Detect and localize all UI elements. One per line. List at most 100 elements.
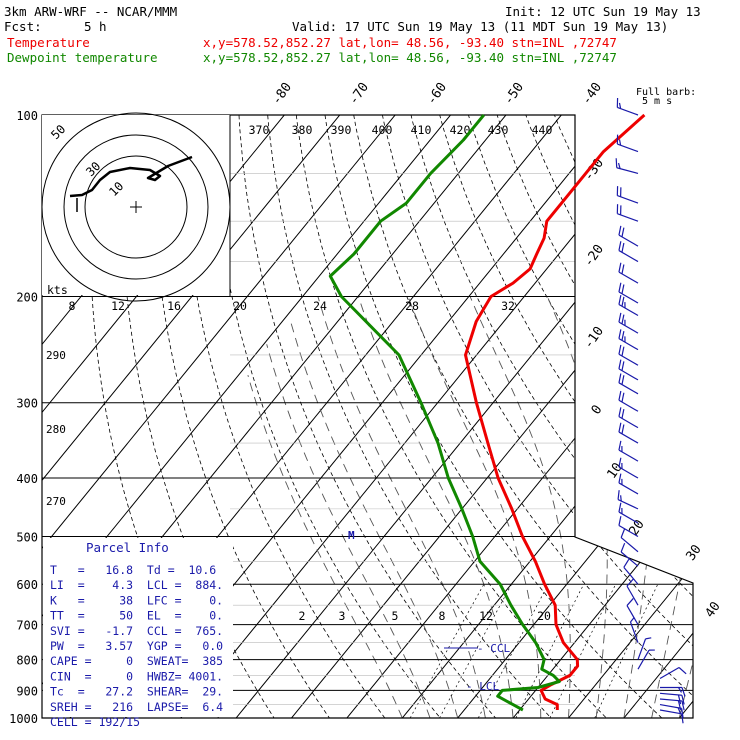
moist-adiabat-line — [651, 296, 693, 718]
pressure-axis: 100 200 300 400 500 600 700 800 900 1000 — [9, 109, 38, 726]
pressure-label: 100 — [16, 109, 38, 123]
wind-barb-staff — [617, 143, 639, 153]
isotherm-line — [502, 115, 693, 718]
isotherm-line — [446, 115, 693, 718]
profiles: M - CCL - LCL — [328, 113, 646, 712]
wind-barb-staff — [618, 449, 639, 462]
wind-barb-staff — [620, 551, 639, 567]
side-label-280: 280 — [46, 423, 66, 436]
wind-barb-staff — [618, 466, 639, 479]
wind-barb — [618, 359, 639, 381]
wind-barb — [616, 97, 639, 116]
isotherm-label: -50 — [501, 80, 527, 108]
wind-barb-feather — [618, 359, 622, 370]
dewpoint-line — [328, 114, 561, 712]
parcel-line: PW = 3.57 YGP = 0.0 — [50, 639, 223, 653]
forecast-hours: 5 h — [84, 19, 107, 34]
wind-barb — [618, 516, 639, 537]
init-time: Init: 12 UTC Sun 19 May 13 — [505, 4, 701, 19]
wind-barb — [618, 407, 639, 429]
wind-barb — [659, 703, 684, 718]
parcel-line: Tc = 27.2 SHEAR= 29. — [50, 685, 223, 699]
wind-barb — [618, 390, 639, 412]
wind-barb — [618, 457, 639, 479]
wind-barb — [626, 598, 639, 625]
wind-barb-feather — [645, 637, 652, 640]
wind-barb-label: Full barb: — [636, 87, 696, 98]
mixing-ratio-line — [409, 584, 485, 718]
isotherm-line — [280, 115, 693, 718]
valid-time: Valid: 17 UTC Sun 19 May 13 (11 MDT Sun … — [292, 19, 668, 34]
moist-adiabat-line — [546, 296, 608, 718]
dry-adiabat-line — [404, 115, 693, 718]
hodograph-speed-label: 8 — [69, 299, 76, 313]
wind-barb — [659, 709, 684, 724]
wind-barb-feather — [618, 102, 622, 109]
wind-barb-staff — [618, 271, 639, 284]
m-marker: M — [348, 529, 355, 542]
wind-barb — [618, 225, 639, 247]
moist-adiabat-line — [266, 344, 431, 718]
theta-label: 380 — [292, 123, 313, 137]
pressure-label: 300 — [16, 397, 38, 411]
wind-barb-staff — [626, 585, 639, 606]
wind-barb-staff — [618, 368, 639, 381]
parcel-info-panel: Parcel Info T = 16.8 Td = 10.6LI = 4.3 LC… — [43, 538, 233, 729]
isotherm-line — [724, 87, 740, 730]
hodograph-speed-label: 12 — [111, 299, 125, 313]
wind-barb — [618, 422, 639, 444]
wind-barb-feather — [618, 329, 622, 339]
wind-barb-feather — [621, 346, 625, 357]
hodograph-trace — [69, 155, 193, 198]
wind-barb-feather — [618, 282, 622, 293]
isotherm-label: -70 — [346, 80, 372, 108]
pressure-label: 1000 — [9, 712, 38, 726]
wind-barb-staff — [618, 511, 639, 524]
dry-adiabat-line — [626, 115, 693, 718]
wind-barb-feather — [618, 457, 622, 468]
parcel-line: CELL = 192/15 — [50, 715, 140, 729]
wind-barb-staff — [618, 250, 639, 263]
parcel-line: T = 16.8 Td = 10.6 — [50, 563, 216, 577]
wind-barb-staff — [617, 195, 639, 204]
wind-barb-staff — [618, 353, 639, 366]
wind-barb-staff — [629, 621, 639, 643]
dry-adiabat-line — [711, 87, 740, 730]
wind-barb — [618, 344, 639, 366]
theta-label: 390 — [331, 123, 352, 137]
wind-barb-staff — [617, 213, 639, 222]
wind-barb-staff — [618, 382, 639, 395]
mixing-ratio-line — [549, 584, 617, 718]
moist-adiabat-line — [407, 296, 542, 718]
wind-barb-staff — [659, 692, 682, 696]
wind-barb — [618, 312, 639, 334]
wind-barb-feather — [618, 262, 622, 273]
wind-barb-staff — [637, 638, 647, 660]
wind-barbs — [615, 97, 687, 724]
wind-barb-feather — [615, 158, 618, 168]
dry-adiabat-line — [515, 115, 693, 718]
wind-barb — [615, 158, 639, 175]
wind-barb-feather — [677, 694, 682, 705]
parcel-line: TT = 50 EL = 0. — [50, 609, 223, 623]
hodograph-speed-label: 16 — [167, 299, 181, 313]
wind-barb — [620, 528, 639, 553]
wind-barb — [618, 282, 639, 304]
wind-barb-staff — [618, 321, 639, 334]
dry-adiabat-line — [151, 115, 339, 718]
parcel-line: LI = 4.3 LCL = 884. — [50, 578, 223, 592]
wind-barb-staff — [618, 482, 639, 495]
wind-barb-feather — [618, 373, 622, 383]
wind-barb-feather — [621, 284, 625, 294]
isotherm-label: 10 — [604, 460, 625, 481]
pressure-label: 400 — [16, 472, 38, 486]
isotherm-line — [42, 115, 474, 718]
theta-label: 410 — [411, 123, 432, 137]
wind-barb — [637, 649, 655, 670]
temperature-line — [464, 113, 646, 710]
wind-barb — [618, 373, 639, 395]
wind-barb-feather — [621, 264, 625, 274]
isotherm-line — [668, 115, 693, 718]
